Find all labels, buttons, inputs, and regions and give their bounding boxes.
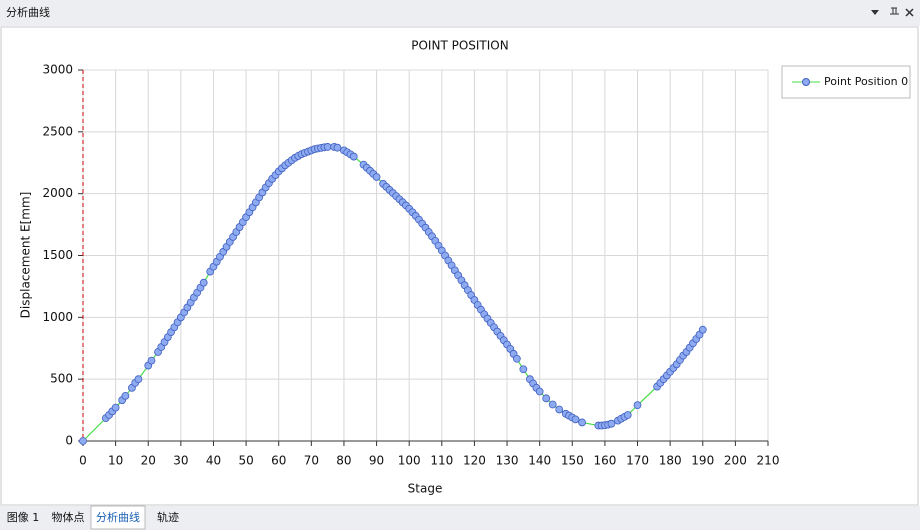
x-tick-label: 120 [463,454,486,468]
tab[interactable]: 轨迹 [157,510,179,524]
x-tick-label: 70 [304,454,319,468]
x-tick-label: 150 [561,454,584,468]
data-point [147,356,156,365]
x-tick-label: 190 [691,454,714,468]
x-tick-label: 180 [659,454,682,468]
panel-header [0,0,920,26]
x-axis-label: Stage [408,482,443,496]
x-tick-label: 210 [757,454,780,468]
x-tick-label: 80 [336,454,351,468]
legend-marker [802,78,810,86]
y-tick-label: 0 [65,434,73,448]
data-point [571,415,580,424]
data-point [512,354,521,363]
data-point [111,403,120,412]
data-point [121,391,130,400]
x-tick-label: 10 [108,454,123,468]
data-point [607,419,616,428]
tab[interactable]: 分析曲线 [96,510,140,524]
y-tick-label: 2500 [42,124,73,138]
data-point [535,387,544,396]
x-tick-label: 200 [724,454,747,468]
x-tick-label: 0 [79,454,87,468]
data-point [134,375,143,384]
close-button[interactable] [905,8,914,17]
x-tick-label: 20 [141,454,156,468]
data-point [333,143,342,152]
data-point [519,365,528,374]
x-tick-label: 90 [369,454,384,468]
y-axis-label: Displacement E[mm] [19,192,33,319]
x-tick-label: 170 [626,454,649,468]
x-tick-label: 110 [430,454,453,468]
legend-label: Point Position 0 [824,75,908,88]
y-tick-label: 3000 [42,63,73,77]
tab-active [90,505,146,530]
data-point [623,411,632,419]
menu-button[interactable] [871,10,879,15]
x-tick-label: 40 [206,454,221,468]
x-tick-label: 130 [496,454,519,468]
data-point [548,400,557,409]
y-tick-label: 1000 [42,310,73,324]
tab-bar [0,506,920,530]
x-tick-label: 50 [238,454,253,468]
data-point [323,143,332,151]
data-point [542,394,551,403]
x-tick-label: 30 [173,454,188,468]
x-tick-label: 100 [398,454,421,468]
tab[interactable]: 图像 1 [7,511,40,524]
data-point [698,325,707,334]
data-point [349,152,358,161]
panel-title: 分析曲线 [6,5,50,19]
pin-button[interactable] [890,7,899,15]
y-tick-label: 2000 [42,186,73,200]
data-point [79,437,87,445]
x-tick-label: 140 [528,454,551,468]
chart-panel [0,26,919,506]
data-point [578,418,586,427]
tab[interactable]: 物体点 [52,510,85,524]
data-point [199,278,208,287]
data-point [633,401,642,410]
data-point [372,173,381,181]
y-tick-label: 500 [50,372,73,386]
chart-title: POINT POSITION [411,39,508,53]
y-tick-label: 1500 [42,248,73,262]
data-point [555,405,564,414]
x-tick-label: 160 [593,454,616,468]
x-tick-label: 60 [271,454,286,468]
